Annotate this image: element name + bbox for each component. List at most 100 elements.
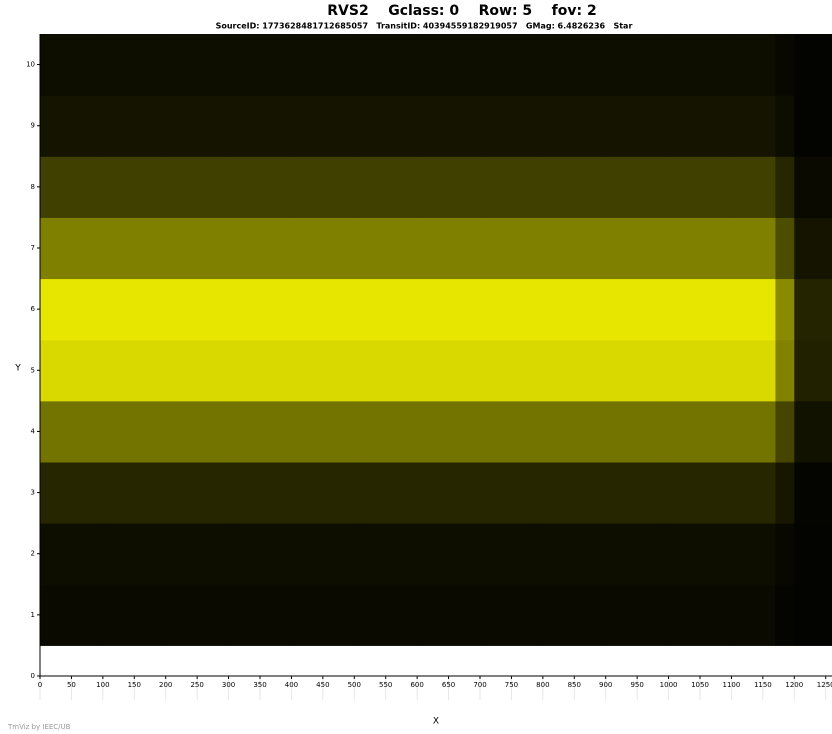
heatmap-cell (794, 95, 832, 157)
heatmap-cell (606, 401, 669, 463)
heatmap-cell (606, 95, 669, 157)
heatmap-cell (417, 156, 480, 218)
x-tick-label: 900 (599, 681, 612, 689)
heatmap-cell (669, 156, 732, 218)
heatmap-cell (229, 462, 292, 524)
x-tick-label: 200 (159, 681, 172, 689)
heatmap-cell (291, 279, 354, 341)
x-tick-label: 0 (38, 681, 42, 689)
heatmap-cell (775, 279, 794, 341)
heatmap-cell (543, 279, 606, 341)
heatmap-cell (606, 462, 669, 524)
heatmap-cell (775, 462, 794, 524)
x-tick-label: 500 (348, 681, 361, 689)
heatmap-cell (731, 95, 776, 157)
heatmap-cell (543, 462, 606, 524)
heatmap-cell (794, 462, 832, 524)
heatmap-cell (354, 279, 417, 341)
heatmap-cell (669, 340, 732, 402)
heatmap-cell (291, 34, 354, 96)
heatmap-cell (103, 462, 166, 524)
heatmap-cell (354, 95, 417, 157)
x-tick-label: 750 (505, 681, 518, 689)
heatmap-cell (166, 279, 229, 341)
heatmap-cell (103, 34, 166, 96)
chart-subtitle: SourceID: 1773628481712685057 TransitID:… (216, 22, 633, 31)
x-tick-label: 250 (190, 681, 203, 689)
heatmap-cell (291, 156, 354, 218)
heatmap-cell (417, 340, 480, 402)
x-tick-label: 350 (253, 681, 266, 689)
heatmap-cell (731, 34, 776, 96)
heatmap-cell (775, 584, 794, 646)
heatmap-cell (229, 279, 292, 341)
y-tick-label: 10 (26, 61, 35, 69)
heatmap-cell (543, 584, 606, 646)
heatmap-cell (731, 462, 776, 524)
heatmap-cell (354, 156, 417, 218)
heatmap-cell (731, 156, 776, 218)
heatmap-cell (40, 156, 103, 218)
x-tick-label: 850 (568, 681, 581, 689)
heatmap-cell (166, 34, 229, 96)
heatmap-cell (166, 462, 229, 524)
heatmap-cell (103, 584, 166, 646)
heatmap-cell (40, 34, 103, 96)
x-tick-label: 700 (473, 681, 486, 689)
heatmap-cell (731, 279, 776, 341)
x-tick-label: 550 (379, 681, 392, 689)
heatmap-cell (669, 523, 732, 585)
y-tick-label: 9 (31, 122, 35, 130)
heatmap-cell (40, 462, 103, 524)
heatmap-cell (166, 217, 229, 279)
heatmap-cell (354, 462, 417, 524)
heatmap-cell (354, 523, 417, 585)
heatmap-cell (229, 523, 292, 585)
heatmap-cell (229, 217, 292, 279)
heatmap-cell (417, 217, 480, 279)
heatmap-cell (229, 401, 292, 463)
heatmap-cell (480, 217, 543, 279)
y-tick-label: 8 (31, 183, 35, 191)
heatmap-cell (606, 34, 669, 96)
x-tick-label: 800 (536, 681, 549, 689)
heatmap-cell (669, 279, 732, 341)
heatmap-cell (417, 279, 480, 341)
heatmap-cell (291, 217, 354, 279)
heatmap-cell (103, 340, 166, 402)
y-tick-label: 0 (31, 672, 35, 680)
x-tick-label: 1000 (660, 681, 678, 689)
heatmap-cell (480, 584, 543, 646)
heatmap-cell (417, 462, 480, 524)
heatmap-cell (606, 584, 669, 646)
heatmap-cell (354, 401, 417, 463)
heatmap-cell (731, 584, 776, 646)
heatmap-cell (543, 523, 606, 585)
x-tick-label: 400 (285, 681, 298, 689)
heatmap-cell (40, 340, 103, 402)
heatmap-cell (166, 584, 229, 646)
heatmap-cell (669, 217, 732, 279)
heatmap-cell (417, 95, 480, 157)
heatmap-cell (354, 217, 417, 279)
y-axis-label: Y (14, 364, 21, 374)
heatmap-cell (417, 401, 480, 463)
heatmap-cell (543, 217, 606, 279)
heatmap-cell (166, 340, 229, 402)
heatmap-cell (669, 401, 732, 463)
x-tick-label: 600 (410, 681, 423, 689)
heatmap-cell (229, 34, 292, 96)
heatmap-cell (775, 95, 794, 157)
heatmap-cell (480, 34, 543, 96)
heatmap-cell (354, 584, 417, 646)
footer: TmViz by IEEC/UB (7, 723, 71, 731)
heatmap-cell (606, 217, 669, 279)
heatmap-cell (543, 95, 606, 157)
heatmap-cell (543, 340, 606, 402)
heatmap-cell (775, 340, 794, 402)
heatmap-cell (291, 401, 354, 463)
heatmap-cell (480, 462, 543, 524)
heatmap-cell (291, 462, 354, 524)
heatmap-cell (417, 34, 480, 96)
